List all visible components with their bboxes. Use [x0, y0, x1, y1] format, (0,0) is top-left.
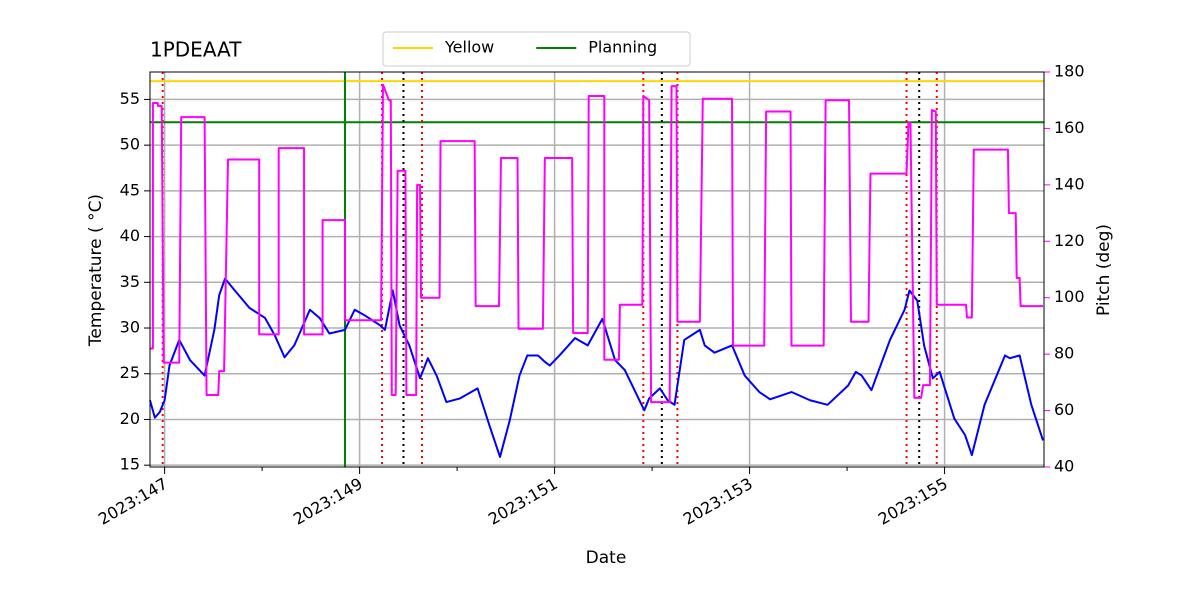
y2-tick-label: 80	[1054, 344, 1074, 363]
plot-frame	[149, 71, 1045, 468]
y2-axis-label: Pitch (deg)	[1094, 224, 1114, 316]
data-line	[149, 277, 1044, 458]
data-line	[150, 83, 1044, 404]
y2-tick-label: 160	[1054, 118, 1085, 137]
chart-title: 1PDEAAT	[150, 38, 242, 62]
y-tick-label: 45	[120, 180, 140, 199]
y-tick-label: 30	[120, 318, 140, 337]
y-tick-label: 55	[120, 89, 140, 108]
y-tick-label: 25	[120, 363, 140, 382]
y2-tick-label: 100	[1054, 287, 1085, 306]
y-tick-label: 40	[120, 226, 140, 245]
y2-tick-label: 40	[1054, 457, 1074, 476]
y2-tick-label: 120	[1054, 231, 1085, 250]
y2-tick-label: 140	[1054, 174, 1085, 193]
y2-tick-label: 180	[1054, 62, 1085, 81]
y-axis-label: Temperature ( °C)	[86, 194, 106, 347]
y-tick-label: 35	[120, 272, 140, 291]
x-axis-label: Date	[586, 548, 627, 568]
legend-label: Planning	[588, 38, 657, 57]
y-tick-label: 50	[120, 135, 140, 154]
legend-label: Yellow	[444, 38, 494, 57]
y2-tick-label: 60	[1054, 400, 1074, 419]
y-tick-label: 20	[120, 409, 140, 428]
y-tick-label: 15	[120, 455, 140, 474]
